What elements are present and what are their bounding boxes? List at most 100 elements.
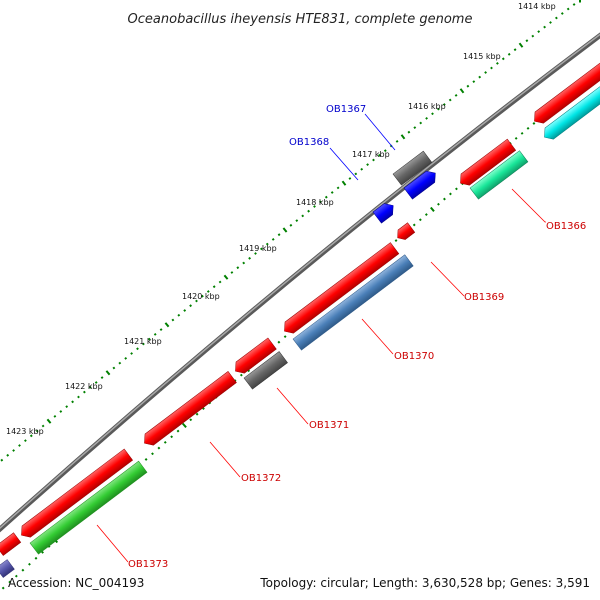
outer-ring-tick bbox=[348, 177, 352, 180]
outer-ring-tick bbox=[142, 342, 145, 346]
outer-ring-tick bbox=[46, 418, 52, 424]
feature-gray-ob1371[interactable] bbox=[243, 351, 288, 390]
genome-summary-text: Topology: circular; Length: 3,630,528 bp… bbox=[260, 576, 590, 590]
outer-ring-tick bbox=[18, 444, 21, 447]
outer-ring-tick bbox=[518, 42, 524, 48]
outer-ring-tick bbox=[431, 112, 434, 116]
feature-ob1372[interactable] bbox=[140, 371, 237, 448]
inner-ring-tick bbox=[283, 335, 287, 339]
inner-ring-tick bbox=[14, 574, 18, 578]
feature-ob1371[interactable] bbox=[231, 337, 277, 377]
outer-ring-tick bbox=[525, 39, 529, 43]
gene-label-ob1371[interactable]: OB1371 bbox=[309, 420, 349, 431]
gene-label-ob1367[interactable]: OB1367 bbox=[326, 104, 366, 115]
outer-ring-tick bbox=[124, 356, 128, 360]
outer-ring-tick bbox=[531, 34, 535, 38]
tick-label-1414: 1414 kbp bbox=[518, 2, 556, 11]
outer-ring-tick bbox=[437, 107, 440, 111]
tick-label-1418: 1418 kbp bbox=[296, 198, 334, 207]
outer-ring-tick bbox=[41, 424, 45, 428]
outer-ring-tick bbox=[336, 186, 340, 190]
outer-ring-tick bbox=[560, 12, 564, 15]
outer-ring-tick bbox=[307, 209, 311, 213]
inner-ring-tick bbox=[514, 136, 518, 140]
outer-ring-tick bbox=[490, 66, 493, 70]
outer-ring-tick bbox=[271, 238, 275, 241]
outer-ring-tick bbox=[112, 366, 116, 370]
outer-ring-tick bbox=[77, 395, 80, 399]
feature-ob1366[interactable] bbox=[456, 138, 517, 189]
outer-ring-tick bbox=[400, 134, 406, 140]
outer-ring-tick bbox=[242, 261, 246, 265]
inner-ring-tick bbox=[277, 340, 281, 344]
tick-labels: 1414 kbp 1415 kbp 1416 kbp 1417 kbp 1418… bbox=[6, 2, 556, 436]
outer-ring-tick bbox=[59, 410, 63, 413]
tick-label-1422: 1422 kbp bbox=[65, 382, 103, 391]
outer-ring-tick bbox=[537, 30, 541, 34]
outer-ring-tick bbox=[24, 439, 27, 443]
feature-ob1368[interactable] bbox=[372, 200, 397, 224]
inner-ring-tick bbox=[532, 121, 536, 125]
inner-ring-tick bbox=[8, 580, 12, 584]
outer-ring-tick bbox=[313, 205, 316, 208]
inner-ring-tick bbox=[443, 197, 446, 201]
feature-gray-ob1367[interactable] bbox=[392, 150, 433, 186]
outer-ring-tick bbox=[105, 370, 111, 376]
feature-ob1369[interactable] bbox=[394, 222, 416, 243]
outer-ring-tick bbox=[218, 280, 222, 284]
gene-labels: OB1366 OB1367 OB1368 OB1369 OB1370 OB137… bbox=[128, 104, 586, 570]
outer-ring-tick bbox=[118, 361, 122, 365]
feature-red-top[interactable] bbox=[530, 57, 600, 127]
outer-ring-tick bbox=[549, 21, 552, 24]
outer-ring-tick bbox=[501, 57, 505, 61]
inner-ring-tick bbox=[189, 418, 193, 422]
outer-ring-tick bbox=[265, 242, 269, 246]
feature-green[interactable] bbox=[29, 460, 148, 555]
outer-ring-tick bbox=[254, 252, 257, 255]
outer-ring-tick bbox=[354, 172, 358, 176]
gene-label-ob1372[interactable]: OB1372 bbox=[241, 473, 281, 484]
inner-ring-tick bbox=[437, 202, 440, 206]
outer-ring-tick bbox=[448, 98, 452, 102]
outer-ring-tick bbox=[495, 61, 499, 65]
outer-ring-tick bbox=[277, 233, 281, 237]
feature-ob1367[interactable] bbox=[403, 168, 440, 200]
outer-ring-tick bbox=[301, 214, 305, 218]
feature-steelblue[interactable] bbox=[292, 254, 414, 351]
gene-label-ob1370[interactable]: OB1370 bbox=[394, 351, 434, 362]
outer-ring-tick bbox=[130, 352, 133, 355]
outer-ring-tick bbox=[425, 116, 428, 120]
outer-ring-tick bbox=[459, 88, 465, 94]
gene-label-ob1373[interactable]: OB1373 bbox=[128, 559, 168, 570]
inner-ring-tick bbox=[41, 550, 44, 554]
outer-ring-tick bbox=[94, 381, 98, 384]
outer-ring-tick bbox=[566, 7, 570, 11]
gene-label-ob1368[interactable]: OB1368 bbox=[289, 137, 329, 148]
feature-mint[interactable] bbox=[469, 150, 529, 200]
feature-red-bottom[interactable] bbox=[0, 532, 22, 556]
inner-ring-tick bbox=[526, 126, 530, 130]
inner-ring-tick bbox=[176, 429, 180, 433]
feature-cyan-top[interactable] bbox=[540, 73, 600, 143]
outer-ring-tick bbox=[330, 191, 334, 194]
outer-ring-tick bbox=[147, 337, 151, 341]
outer-ring-tick bbox=[100, 376, 104, 379]
outer-ring-tick bbox=[230, 271, 234, 274]
feature-ob1370[interactable] bbox=[280, 242, 400, 337]
tick-label-1421: 1421 kbp bbox=[124, 337, 162, 346]
gene-label-ob1366[interactable]: OB1366 bbox=[546, 221, 586, 232]
feature-ob1373[interactable] bbox=[17, 448, 134, 541]
feature-purple-bottom[interactable] bbox=[0, 559, 15, 578]
tick-label-1419: 1419 kbp bbox=[239, 244, 277, 253]
outer-ring-tick bbox=[177, 313, 181, 317]
outer-ring-tick bbox=[395, 140, 399, 143]
gene-label-ob1369[interactable]: OB1369 bbox=[464, 292, 504, 303]
tick-label-1417: 1417 kbp bbox=[352, 150, 390, 159]
outer-ring-tick bbox=[71, 400, 74, 404]
outer-ring-tick bbox=[153, 332, 157, 336]
outer-ring-tick bbox=[360, 167, 364, 171]
outer-ring-tick bbox=[454, 93, 458, 97]
genome-backbone bbox=[0, 32, 600, 533]
outer-ring-tick bbox=[341, 180, 347, 186]
outer-ring-tick bbox=[289, 223, 293, 227]
